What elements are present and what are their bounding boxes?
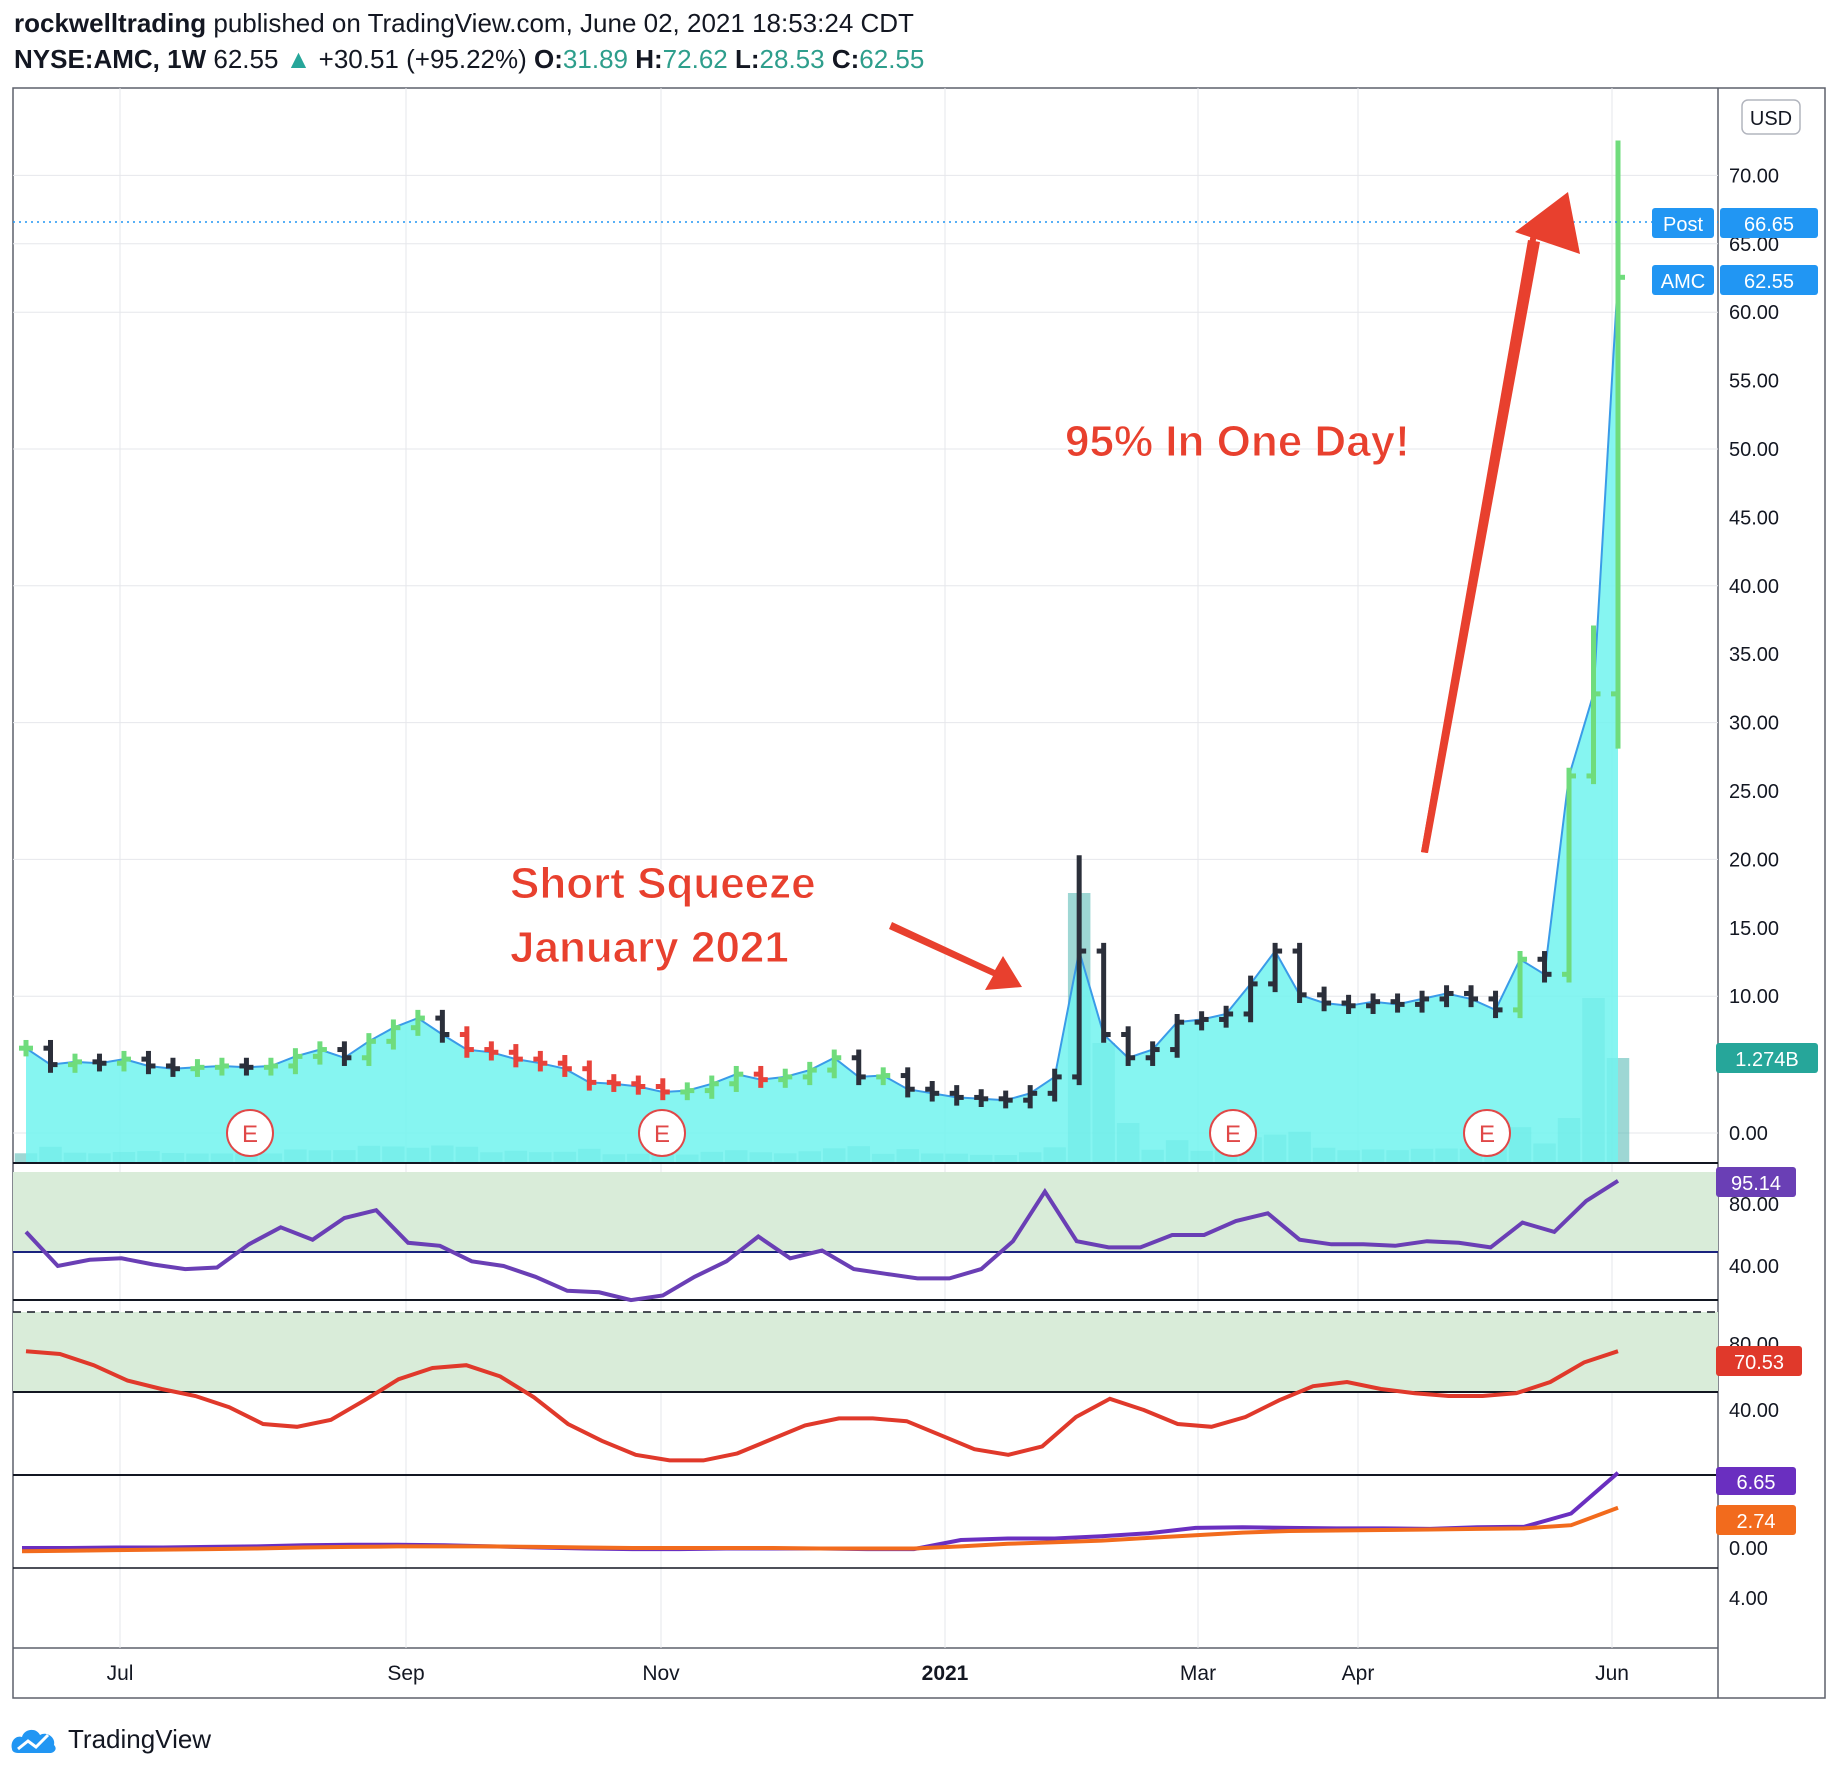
- svg-text:66.65: 66.65: [1744, 214, 1794, 236]
- svg-text:62.55: 62.55: [1744, 271, 1794, 293]
- price-tick-label: 65.00: [1729, 234, 1779, 256]
- price-tick-label: 25.00: [1729, 781, 1779, 803]
- price-area: [26, 277, 1618, 1163]
- price-tick-label: 10.00: [1729, 986, 1779, 1008]
- low-label: L:: [734, 44, 760, 74]
- short-squeeze-line1: Short Squeeze: [510, 859, 816, 908]
- rsi-line: [24, 1179, 1620, 1303]
- signal-value-label: 2.74: [1716, 1505, 1796, 1535]
- time-axis-label: 2021: [922, 1662, 969, 1685]
- symbol-line: NYSE:AMC, 1W 62.55 ▲ +30.51 (+95.22%) O:…: [14, 44, 924, 75]
- earnings-marker[interactable]: E: [1463, 1109, 1511, 1157]
- price-line: [25, 277, 1619, 1102]
- stoch-tick-label: 40.00: [1729, 1400, 1779, 1422]
- tradingview-logo[interactable]: TradingView: [8, 1724, 211, 1755]
- chart-canvas[interactable]: E E E E Short Squeeze January 2021 95% I…: [0, 0, 1838, 1720]
- price-tick-label: 35.00: [1729, 644, 1779, 666]
- rsi-tick-label: 80.00: [1729, 1194, 1779, 1216]
- stoch-zone: [13, 1312, 1718, 1392]
- stoch-line: [25, 1349, 1619, 1463]
- price-tick-label: 30.00: [1729, 713, 1779, 735]
- short-squeeze-annotation: Short Squeeze January 2021: [510, 859, 1022, 990]
- time-axis-label: Jun: [1595, 1662, 1629, 1685]
- price-change: +30.51 (+95.22%): [318, 44, 527, 74]
- price-scale[interactable]: 70.00 65.00 60.00 55.00 50.00 45.00 40.00 35.00…: [1729, 165, 1779, 1610]
- low-value: 28.53: [759, 44, 825, 74]
- open-value: 31.89: [562, 44, 628, 74]
- publish-line: rockwelltrading published on TradingView…: [14, 8, 914, 39]
- author-name[interactable]: rockwelltrading: [14, 8, 207, 38]
- price-tick-label: 0.00: [1729, 1123, 1768, 1145]
- svg-text:AMC: AMC: [1661, 271, 1705, 293]
- tradingview-logo-icon: [11, 1729, 56, 1753]
- svg-text:E: E: [1479, 1121, 1495, 1148]
- time-axis-label: Sep: [387, 1662, 424, 1685]
- svg-text:2.74: 2.74: [1737, 1511, 1776, 1533]
- svg-text:6.65: 6.65: [1737, 1472, 1776, 1494]
- volume-label: 1.274B: [1716, 1043, 1818, 1073]
- price-tick-label: 60.00: [1729, 302, 1779, 324]
- rsi-zone: [13, 1172, 1718, 1252]
- macd-value-label: 6.65: [1716, 1467, 1796, 1495]
- svg-text:Post: Post: [1663, 214, 1703, 236]
- svg-text:E: E: [1225, 1121, 1241, 1148]
- earnings-marker[interactable]: E: [226, 1109, 274, 1157]
- price-bars: [19, 140, 1625, 1109]
- svg-text:70.53: 70.53: [1734, 1352, 1784, 1374]
- price-tick-label: 55.00: [1729, 371, 1779, 393]
- svg-text:1.274B: 1.274B: [1735, 1049, 1798, 1071]
- ninety-five-annotation: 95% In One Day!: [1065, 192, 1580, 853]
- close-label: C:: [831, 44, 860, 74]
- price-tick-label: 70.00: [1729, 165, 1779, 187]
- chart-frame: [12, 87, 1826, 1699]
- macd-line: [22, 1471, 1620, 1552]
- up-triangle-icon: ▲: [285, 44, 312, 74]
- grid: [13, 88, 1718, 1648]
- high-label: H:: [635, 44, 663, 74]
- price-tick-label: 50.00: [1729, 439, 1779, 461]
- symbol-title: NYSE:AMC, 1W: [14, 44, 207, 74]
- time-axis[interactable]: Jul Sep Nov 2021 Mar Apr Jun: [107, 1662, 1629, 1685]
- price-tick-label: 40.00: [1729, 576, 1779, 598]
- indicator-zones: [13, 1172, 1718, 1393]
- svg-text:95.14: 95.14: [1731, 1173, 1781, 1195]
- publish-info: published on TradingView.com, June 02, 2…: [213, 8, 914, 38]
- time-axis-label: Mar: [1180, 1662, 1216, 1685]
- arrow-icon: [889, 922, 1022, 990]
- ninety-five-text: 95% In One Day!: [1065, 417, 1410, 466]
- price-tick-label: 45.00: [1729, 507, 1779, 529]
- short-squeeze-line2: January 2021: [510, 923, 789, 972]
- price-tick-label: 15.00: [1729, 918, 1779, 940]
- earnings-marker[interactable]: E: [638, 1109, 686, 1157]
- rsi-tick-label: 40.00: [1729, 1256, 1779, 1278]
- time-axis-label: Apr: [1342, 1662, 1375, 1685]
- svg-text:USD: USD: [1750, 108, 1792, 130]
- stoch-value-label: 70.53: [1716, 1346, 1802, 1376]
- last-price: 62.55: [213, 44, 279, 74]
- macd-tick-label: 4.00: [1729, 1588, 1768, 1610]
- currency-button[interactable]: USD: [1741, 99, 1801, 135]
- macd-tick-label: 0.00: [1729, 1538, 1768, 1560]
- time-axis-label: Nov: [642, 1662, 680, 1685]
- time-axis-label: Jul: [107, 1662, 134, 1685]
- high-value: 72.62: [662, 44, 728, 74]
- earnings-marker[interactable]: E: [1209, 1109, 1257, 1157]
- amc-price-label: AMC 62.55: [1652, 265, 1818, 295]
- rsi-value-label: 95.14: [1716, 1167, 1796, 1197]
- post-price-label: Post 66.65: [1652, 208, 1818, 238]
- price-tick-label: 20.00: [1729, 849, 1779, 871]
- svg-text:E: E: [242, 1121, 258, 1148]
- close-value: 62.55: [859, 44, 925, 74]
- svg-text:E: E: [654, 1121, 670, 1148]
- open-label: O:: [534, 44, 563, 74]
- brand-name: TradingView: [68, 1724, 212, 1754]
- signal-line: [21, 1505, 1619, 1554]
